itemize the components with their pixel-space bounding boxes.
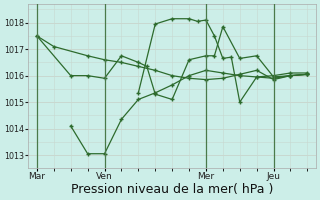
X-axis label: Pression niveau de la mer( hPa ): Pression niveau de la mer( hPa ) bbox=[71, 183, 273, 196]
